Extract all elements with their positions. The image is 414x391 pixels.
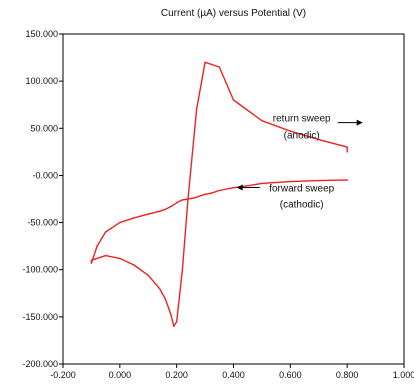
curve-point bbox=[90, 259, 93, 261]
curve-point bbox=[187, 198, 189, 200]
curve-point bbox=[133, 264, 135, 266]
curve-point bbox=[232, 99, 235, 101]
curve-point bbox=[218, 189, 220, 192]
curve-point bbox=[175, 320, 178, 323]
y-tick-label: -50.000 bbox=[27, 218, 58, 228]
curve-point bbox=[158, 287, 161, 290]
curve-point bbox=[119, 221, 121, 224]
curve-point bbox=[247, 185, 249, 187]
annotations: return sweep (anodic) forward sweep (cathod… bbox=[236, 114, 363, 210]
curve-point bbox=[181, 269, 184, 271]
curve-point bbox=[198, 195, 201, 197]
annotation-label: forward sweep bbox=[269, 183, 334, 194]
x-tick-label: 0.400 bbox=[222, 370, 245, 380]
curve-point bbox=[119, 257, 121, 260]
y-tick-label: -150.000 bbox=[22, 312, 58, 322]
curve-point bbox=[261, 182, 263, 185]
axis-ticks: -0.200 0.000 0.200 0.400 0.600 0.800 1.000 150.… bbox=[22, 29, 414, 380]
curve-point bbox=[232, 186, 235, 189]
curve-point bbox=[175, 202, 178, 204]
curve-layer bbox=[90, 61, 348, 327]
curve-point bbox=[318, 138, 320, 141]
x-tick-label: 1.000 bbox=[393, 370, 414, 380]
y-tick-label: -200.000 bbox=[22, 359, 58, 369]
curve-point bbox=[289, 180, 292, 183]
curve-point bbox=[204, 61, 206, 63]
curve-point bbox=[164, 208, 166, 211]
curve-point bbox=[218, 66, 220, 68]
curve-point bbox=[147, 274, 149, 277]
annotation-label: (cathodic) bbox=[280, 199, 324, 210]
x-tick-label: 0.000 bbox=[109, 370, 132, 380]
annotation-label: return sweep bbox=[273, 114, 331, 125]
x-tick-label: 0.600 bbox=[279, 370, 302, 380]
y-tick-label: 100.000 bbox=[25, 76, 58, 86]
curve-point bbox=[181, 199, 184, 201]
curve-point bbox=[133, 217, 135, 219]
curve-point bbox=[90, 262, 93, 264]
curve-point bbox=[289, 130, 292, 132]
curve-point bbox=[96, 245, 98, 247]
curve-point bbox=[195, 108, 198, 111]
curve-point bbox=[158, 210, 161, 212]
curve-point bbox=[261, 120, 263, 122]
chart-title: Current (µA) versus Potential (V) bbox=[161, 8, 306, 19]
curve-point bbox=[147, 213, 149, 215]
y-tick-label: 150.000 bbox=[25, 29, 58, 39]
y-tick-label: -100.000 bbox=[22, 265, 58, 275]
curve-point bbox=[318, 179, 320, 182]
curve-point bbox=[170, 205, 172, 208]
plot-frame bbox=[62, 33, 405, 365]
curve-point bbox=[170, 314, 172, 316]
curve-point bbox=[340, 179, 343, 181]
curve-point bbox=[346, 151, 348, 153]
x-tick-label: 0.800 bbox=[336, 370, 359, 380]
curve-point bbox=[346, 179, 348, 181]
annotation-label: (anodic) bbox=[284, 131, 320, 142]
x-tick-label: -0.200 bbox=[50, 370, 76, 380]
curve-point bbox=[173, 325, 175, 327]
y-tick-label: 50.000 bbox=[30, 123, 58, 133]
x-tick-label: 0.200 bbox=[165, 370, 188, 380]
left-arrowhead-icon bbox=[236, 184, 243, 191]
right-arrowhead-icon bbox=[356, 119, 363, 126]
curve-point bbox=[164, 298, 166, 300]
y-tick-label: -0.000 bbox=[32, 170, 58, 180]
curve-point bbox=[210, 192, 212, 195]
curve-point bbox=[104, 231, 107, 233]
curve-point bbox=[193, 197, 195, 199]
curve-point bbox=[104, 254, 107, 257]
curve-point bbox=[204, 193, 206, 195]
curve-point bbox=[346, 146, 348, 148]
